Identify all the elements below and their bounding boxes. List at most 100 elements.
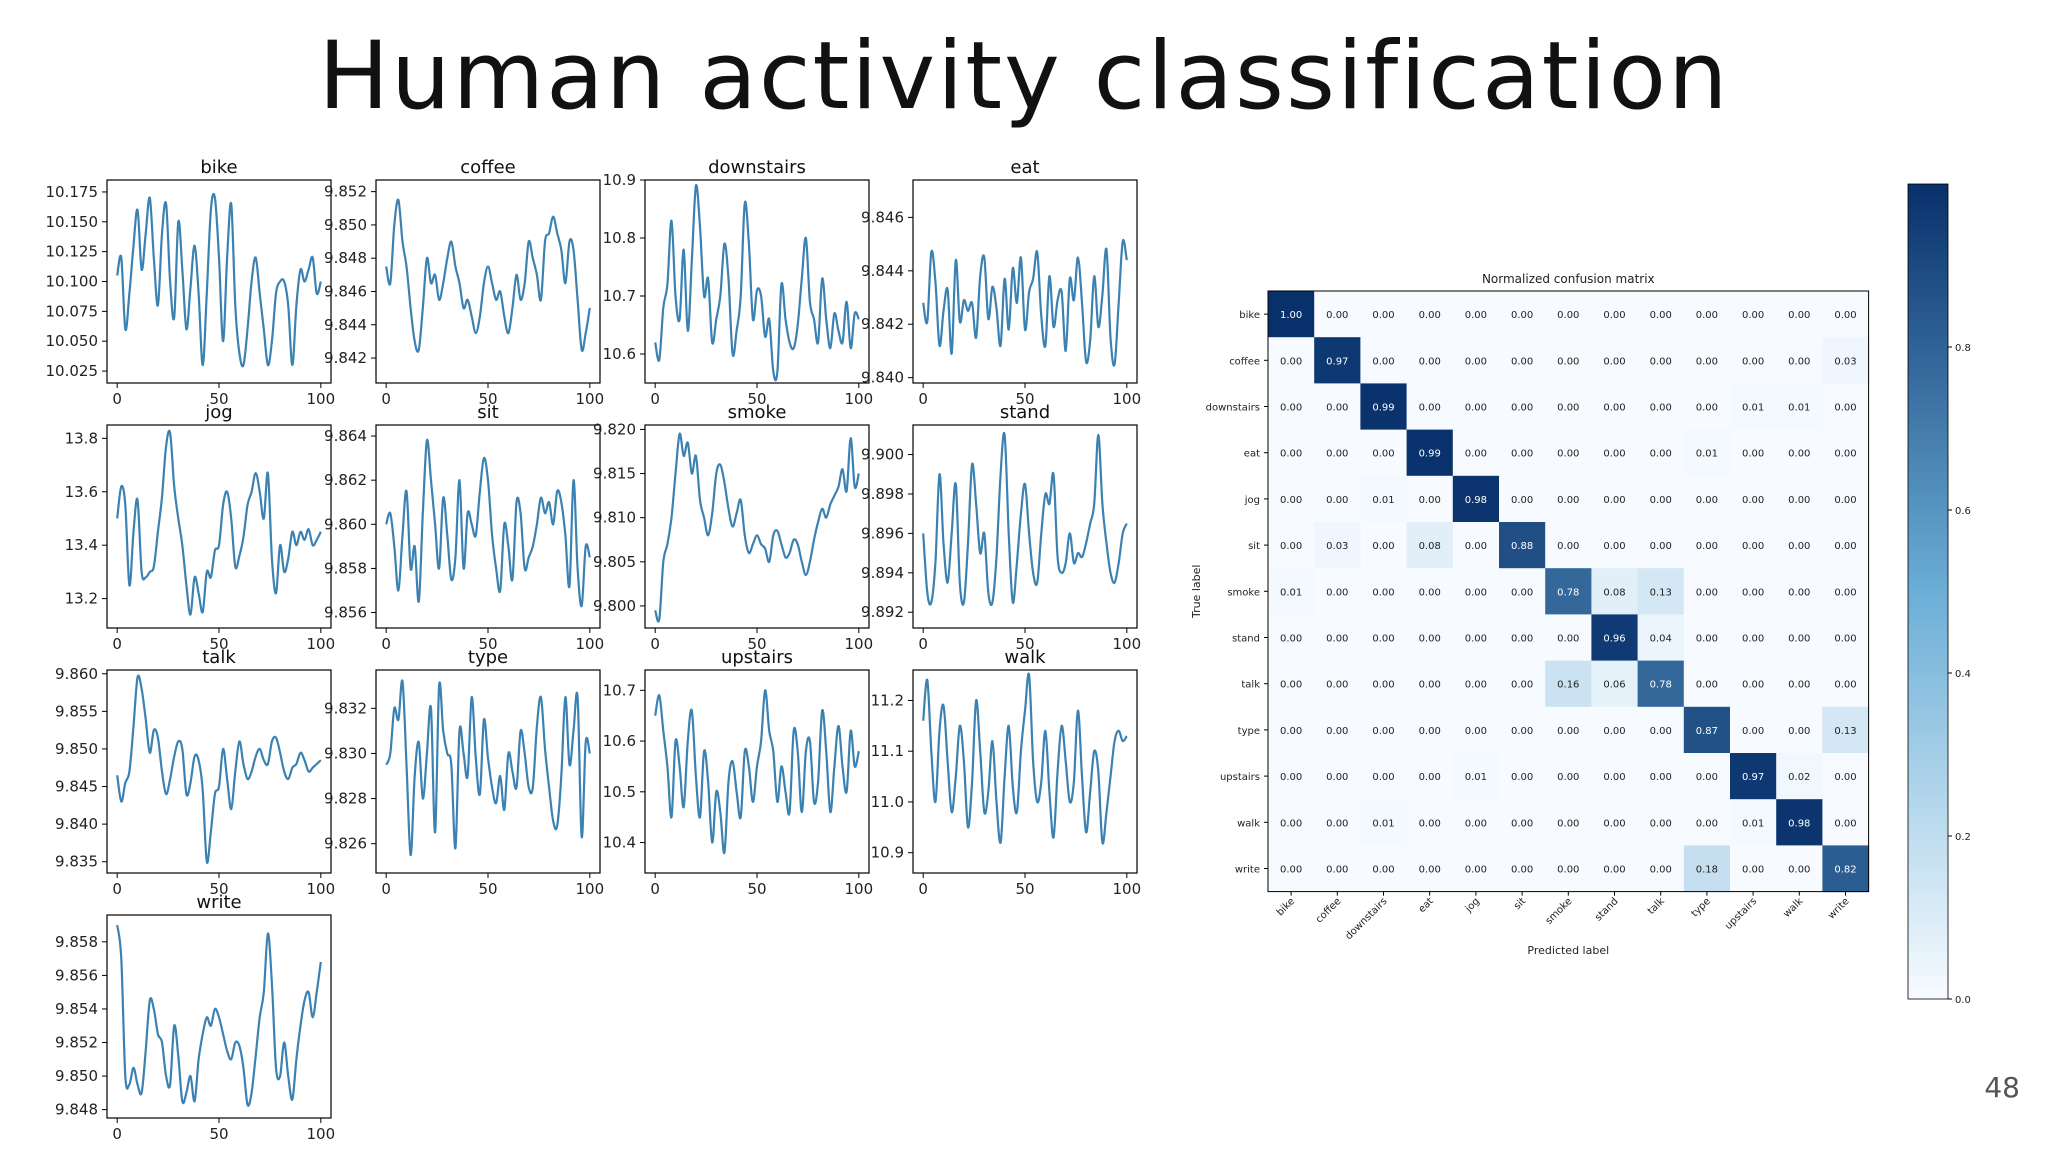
row-label: talk	[1241, 680, 1260, 691]
matrix-cell	[1683, 706, 1731, 754]
cell-value: 0.00	[1372, 356, 1394, 367]
column-label: stand	[1593, 896, 1621, 924]
cell-value: 0.00	[1511, 587, 1533, 598]
y-tick-label: 10.075	[46, 302, 99, 320]
y-tick-label: 9.844	[861, 262, 904, 280]
y-tick-label: 11.1	[871, 742, 904, 760]
matrix-cell	[1545, 660, 1592, 708]
y-tick-label: 9.864	[324, 427, 367, 445]
cell-value: 0.97	[1326, 356, 1348, 367]
cell-value: 0.00	[1326, 403, 1348, 414]
series-line-type	[385, 679, 591, 857]
x-tick-label: 0	[650, 635, 660, 653]
matrix-cell	[1499, 475, 1546, 523]
matrix-cell	[1314, 660, 1361, 708]
cell-value: 0.00	[1465, 865, 1487, 876]
subplot-upstairs: upstairs 10.4 10.5 10.6 10.7 0 50 100	[603, 647, 874, 898]
matrix-cell	[1499, 660, 1546, 708]
matrix-cell	[1683, 383, 1731, 431]
y-tick-label: 13.8	[65, 429, 98, 447]
y-tick-label: 9.855	[55, 702, 98, 720]
matrix-cell	[1776, 614, 1823, 662]
matrix-cell	[1314, 475, 1361, 523]
matrix-cell	[1637, 706, 1685, 754]
matrix-cell	[1545, 337, 1592, 384]
cell-value: 0.00	[1280, 772, 1302, 783]
matrix-cell	[1822, 799, 1870, 846]
matrix-cell	[1406, 706, 1454, 754]
y-tick-label: 9.832	[324, 699, 367, 717]
matrix-cell	[1637, 568, 1685, 615]
matrix-cell	[1499, 429, 1546, 477]
row-label: sit	[1248, 541, 1260, 552]
y-tick-label: 9.840	[55, 815, 98, 833]
cell-value: 0.00	[1603, 403, 1625, 414]
x-tick-label: 100	[306, 390, 335, 408]
cell-value: 0.97	[1742, 772, 1764, 783]
column-label: jog	[1463, 896, 1482, 915]
colorbar-bar	[1907, 183, 1949, 1000]
cell-value: 0.96	[1603, 634, 1625, 645]
matrix-cell	[1360, 660, 1408, 708]
colorbar-tick-label: 0.4	[1955, 669, 1971, 680]
cell-value: 0.04	[1650, 634, 1672, 645]
matrix-cell	[1499, 383, 1546, 431]
cell-value: 0.00	[1511, 495, 1533, 506]
matrix-cell	[1452, 383, 1500, 431]
cell-value: 0.00	[1696, 310, 1718, 321]
matrix-cell	[1314, 799, 1361, 846]
x-tick-label: 100	[1112, 390, 1141, 408]
cell-value: 0.00	[1834, 634, 1856, 645]
cell-value: 0.00	[1696, 772, 1718, 783]
cell-value: 0.08	[1419, 541, 1441, 552]
matrix-cell	[1545, 614, 1592, 662]
cell-value: 0.00	[1834, 587, 1856, 598]
series-line-upstairs	[654, 689, 860, 854]
y-tick-label: 13.2	[65, 590, 98, 608]
cell-value: 0.00	[1326, 726, 1348, 737]
y-tick-label: 9.850	[55, 1067, 98, 1085]
x-tick-label: 50	[1015, 880, 1034, 898]
x-tick-label: 100	[844, 390, 873, 408]
cell-value: 0.00	[1372, 680, 1394, 691]
cell-value: 0.02	[1788, 772, 1810, 783]
matrix-cell	[1545, 429, 1592, 477]
series-line-stand	[922, 431, 1128, 607]
x-tick-label: 50	[209, 390, 228, 408]
cell-value: 0.00	[1696, 356, 1718, 367]
subplot-frame	[106, 669, 332, 874]
matrix-cell	[1406, 337, 1454, 384]
cell-value: 0.00	[1419, 634, 1441, 645]
x-tick-label: 50	[1015, 390, 1034, 408]
y-axis-label: True label	[1190, 565, 1203, 619]
matrix-cell	[1822, 753, 1870, 800]
y-tick-label: 13.4	[65, 536, 98, 554]
y-tick-label: 9.894	[861, 564, 904, 582]
subplot-title: write	[196, 892, 241, 913]
x-tick-label: 50	[209, 635, 228, 653]
cell-value: 0.00	[1788, 310, 1810, 321]
subplot-downstairs: downstairs 10.6 10.7 10.8 10.9 0 50 100	[603, 157, 874, 408]
y-tick-label: 10.025	[46, 362, 99, 380]
matrix-cell	[1314, 291, 1361, 338]
cell-value: 0.00	[1742, 726, 1764, 737]
cell-value: 0.00	[1834, 818, 1856, 829]
matrix-cell	[1822, 475, 1870, 523]
matrix-cell	[1545, 706, 1592, 754]
cell-value: 0.00	[1650, 772, 1672, 783]
subplot-title: smoke	[728, 402, 787, 423]
y-tick-label: 9.900	[861, 446, 904, 464]
matrix-cell	[1776, 706, 1823, 754]
cell-value: 0.00	[1419, 403, 1441, 414]
cell-value: 0.00	[1465, 541, 1487, 552]
x-tick-label: 100	[306, 880, 335, 898]
x-tick-label: 50	[747, 635, 766, 653]
cell-value: 0.00	[1650, 310, 1672, 321]
matrix-cell	[1406, 568, 1454, 615]
y-tick-label: 9.896	[861, 524, 904, 542]
activity-line-plots: bike 10.025 10.050 10.075 10.100 10.125 10.150…	[46, 157, 1142, 1143]
matrix-cell	[1452, 475, 1500, 523]
matrix-cell	[1499, 568, 1546, 615]
matrix-cell	[1637, 660, 1685, 708]
matrix-cell	[1452, 429, 1500, 477]
